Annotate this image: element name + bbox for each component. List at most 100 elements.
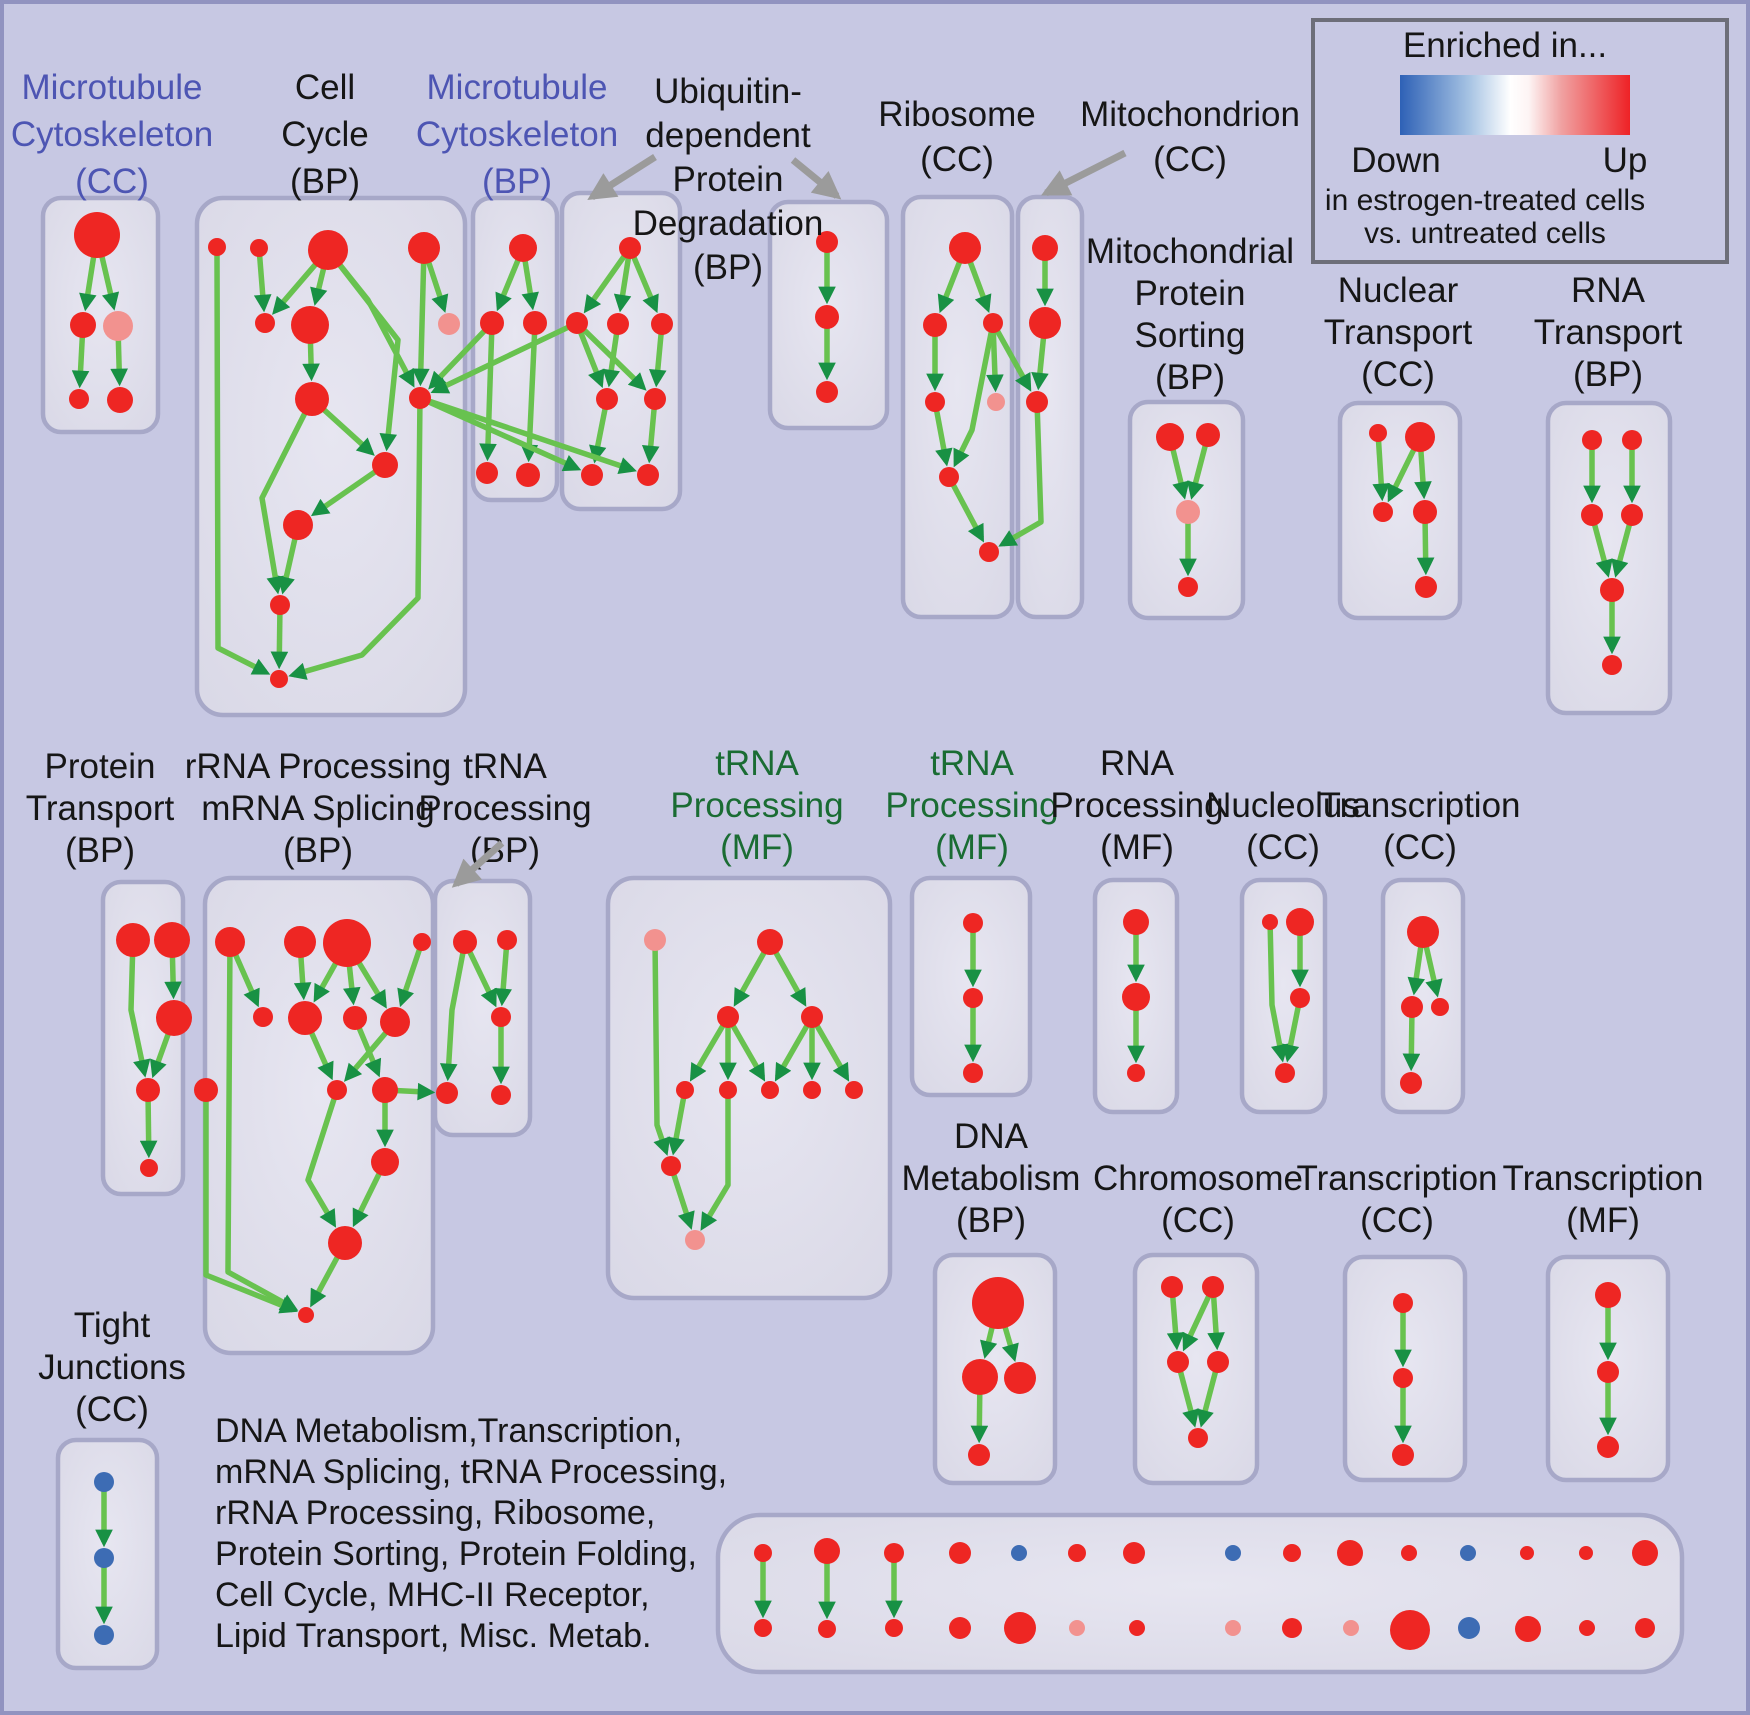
node-mixed-b5 [1004,1612,1036,1644]
node-mps-b [1178,577,1198,597]
node-chromosome-tr [1202,1276,1224,1298]
node-nuclear-transport-mr [1413,500,1437,524]
cluster-label-trna-mf-b-line-2: (MF) [935,828,1009,867]
node-mixed-t5 [1011,1545,1027,1561]
annotation-line-0: DNA Metabolism,Transcription, [215,1412,682,1450]
node-cell-cycle-n7 [438,313,460,335]
node-nuclear-transport-tl [1369,424,1387,442]
edge-trna-mf-a-top-ml [733,949,768,1007]
node-trna-bp-mid [491,1007,511,1027]
edge-protein-transport-b-c [164,954,182,1000]
edge-ubiq-l-mc-ll [602,332,620,388]
cluster-label-mps-line-0: Mitochondrial [1086,232,1294,271]
edge-nuclear-transport-tl-ml [1372,440,1391,502]
cluster-label-nuclear-transport-line-1: Transport [1324,313,1473,352]
node-rrna-mrna-a [215,927,245,957]
edge-chromosome-tr-mr [1207,1295,1225,1351]
cluster-label-transcription-cc-a-line-0: Transcription [1320,786,1521,825]
node-cell-cycle-n13 [270,670,288,688]
cluster-label-protein-transport-line-1: Transport [26,789,175,828]
node-ubiq-l-br [637,464,659,486]
annotation-line-4: Cell Cycle, MHC-II Receptor, [215,1576,650,1614]
edge-rrna-mrna-c-f [313,958,340,1003]
node-ubiq-l-lr [644,388,666,410]
node-trna-bp-tl [453,930,477,954]
cluster-label-rrna-mrna-line-0: rRNA Processing [185,747,451,786]
node-mixed-t2 [814,1538,840,1564]
node-rna-processing-t [1123,909,1149,935]
cluster-label-protein-transport-line-0: Protein [45,747,156,786]
cross-edge-6 [395,1082,436,1101]
cluster-label-dna-metabolism-line-0: DNA [954,1117,1029,1156]
cluster-label-protein-transport-line-2: (BP) [65,831,135,870]
cluster-label-tight-junctions-line-0: Tight [74,1306,151,1345]
cluster-box-mt-cc [40,195,161,435]
edge-ubiq-l-lr-br [641,407,660,464]
cross-edge-1 [430,324,571,394]
node-chromosome-b [1188,1428,1208,1448]
node-trna-bp-bl [436,1082,458,1104]
cluster-label-rna-transport-line-2: (BP) [1573,355,1643,394]
edge-protein-transport-c-d [150,1030,172,1079]
cluster-label-mps-line-1: Protein [1135,274,1246,313]
node-mixed-t8 [1225,1545,1241,1561]
edge-rrna-mrna-m-n [310,1253,341,1308]
edge-trna-mf-a-mr-b5 [814,1023,850,1082]
edge-rna-transport-mr-c [1611,522,1633,578]
cluster-label-nuclear-transport-line-0: Nuclear [1338,271,1459,310]
cluster-label-dna-metabolism-line-1: Metabolism [902,1159,1081,1198]
node-rna-transport-tl [1582,430,1602,450]
node-ribosome-mr [983,313,1003,333]
node-rrna-mrna-e [253,1007,273,1027]
edge-ribosome-big-mr [966,259,992,313]
node-cell-cycle-n9 [295,382,329,416]
node-nucleolus-m [1290,988,1310,1008]
node-mixed-t10 [1337,1540,1363,1566]
node-trna-mf-b-b [963,1063,983,1083]
edges-layer [71,250,1641,1625]
edge-ubiq-l-t-mc [613,256,632,313]
edge-ubiq-l-ml-ll [577,330,605,389]
edge-nuclear-transport-tr-ml [1387,446,1418,503]
node-tight-junctions-t [94,1472,114,1492]
node-ubiq-l-mr [651,313,673,335]
edge-rrna-mrna-d-h [397,947,423,1008]
node-mixed-t12 [1460,1545,1476,1561]
annotation-line-3: Protein Sorting, Protein Folding, [215,1535,697,1573]
edge-cell-cycle-n6-n9 [302,340,320,382]
node-transcription-cc-b-t [1393,1293,1413,1313]
edge-cell-cycle-n9-n12 [259,409,309,595]
cluster-label-transcription-mf-line-0: Transcription [1503,1159,1704,1198]
edge-rrna-mrna-a-n [225,953,299,1311]
edge-ribosome-mr-j1 [953,330,995,468]
edge-cell-cycle-n4-n7 [425,259,449,313]
node-cell-cycle-n10 [372,452,398,478]
node-trna-mf-a-b5 [845,1081,863,1099]
node-nuclear-transport-b [1415,576,1437,598]
edge-ubiq-l-t-mr [630,255,659,314]
node-cell-cycle-n1 [208,238,226,256]
edge-protein-transport-d-e [139,1099,158,1159]
node-transcription-mf-b [1597,1436,1619,1458]
node-cell-cycle-n5 [255,313,275,333]
cluster-label-rna-processing-line-1: Processing [1050,786,1223,825]
node-mixed-t6 [1068,1544,1086,1562]
edge-nucleolus-m-b [1281,1005,1302,1063]
edge-dna-metabolism-big-ml [980,1322,998,1359]
cluster-box-mito [1015,194,1085,620]
node-ubiq-l-ml [566,312,588,334]
edge-transcription-cc-a-t-ml [1407,944,1425,996]
node-mixed-b12 [1458,1617,1480,1639]
edge-mt-cc-big-mr [98,252,120,311]
node-mixed-b2 [818,1620,836,1638]
node-ubiq-l-mc [607,313,629,335]
edge-mt-cc-mr-br [110,337,128,387]
node-rrna-mrna-b [284,926,316,958]
legend-box [1311,18,1729,264]
node-nuclear-transport-ml [1373,502,1393,522]
node-mixed-t7 [1123,1542,1145,1564]
edge-trna-mf-a-ml-b1 [689,1023,726,1082]
cross-edge-3 [427,398,637,474]
node-ubiq-l-ll [596,388,618,410]
